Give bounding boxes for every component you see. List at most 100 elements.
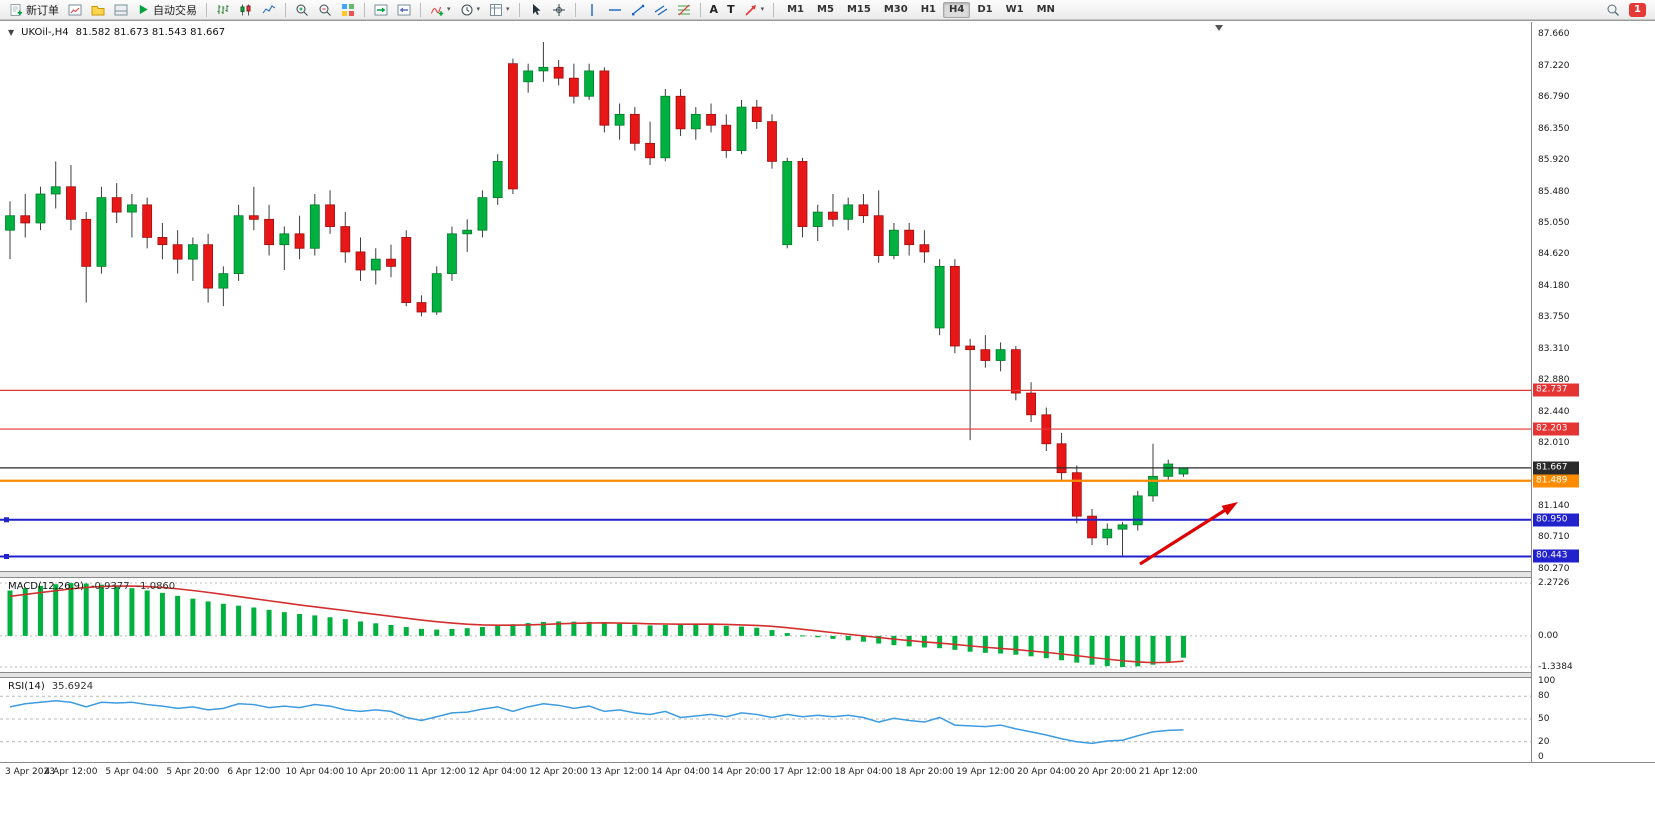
timeframe-m30[interactable]: M30	[878, 2, 914, 18]
auto-scroll-icon	[374, 4, 388, 15]
price-tag-81.667: 81.667	[1533, 461, 1579, 475]
chart-shift-icon	[397, 4, 411, 15]
line-chart-type-button[interactable]	[258, 1, 280, 18]
text-tool-icon: A	[709, 3, 719, 16]
rsi-tick: 0	[1538, 752, 1544, 762]
fibonacci-tool-button[interactable]	[673, 1, 695, 18]
time-label: 14 Apr 04:00	[651, 767, 710, 777]
text-tool-button[interactable]: A	[706, 1, 723, 18]
price-tick: 85.920	[1538, 154, 1570, 165]
cursor-tool-button[interactable]	[525, 1, 547, 18]
time-axis[interactable]: 3 Apr 2023 4 Apr 12:00 5 Apr 04:00 5 Apr 20…	[0, 762, 1655, 784]
templates-button[interactable]: ▾	[485, 1, 514, 18]
rsi-indicator-pane[interactable]	[0, 678, 1531, 762]
chart-shift-button[interactable]	[393, 1, 415, 18]
trendline-tool-button[interactable]	[627, 1, 649, 18]
price-tick: 80.710	[1538, 532, 1570, 543]
main-chart-pane[interactable]	[0, 22, 1531, 571]
price-tag-81.489: 81.489	[1533, 474, 1579, 488]
timeframe-mn[interactable]: MN	[1031, 2, 1061, 18]
profiles-button[interactable]	[87, 1, 109, 18]
trend-arrow-annotation[interactable]	[1139, 502, 1238, 566]
symbol-search-button[interactable]	[1602, 1, 1624, 18]
zoom-in-button[interactable]	[291, 1, 313, 18]
price-tick: 87.220	[1538, 60, 1570, 71]
price-tick: 86.790	[1538, 91, 1570, 102]
price-tag-80.443: 80.443	[1533, 549, 1579, 563]
zoom-out-button[interactable]	[314, 1, 336, 18]
toolbar-separator	[574, 2, 576, 17]
time-label: 10 Apr 04:00	[285, 767, 345, 777]
clock-icon	[461, 4, 473, 15]
chart-shift-marker[interactable]	[1215, 25, 1223, 31]
price-tick: 82.880	[1538, 375, 1570, 386]
rsi-label: RSI(14) 35.6924	[8, 681, 93, 692]
price-axis[interactable]: 87.660 87.220 86.790 86.350 85.920 85.480 85.0…	[1531, 22, 1655, 762]
text-label-tool-icon: T	[727, 3, 735, 16]
vertical-line-tool-button[interactable]	[581, 1, 603, 18]
timeframe-m1[interactable]: M1	[781, 2, 810, 18]
price-tick: 80.270	[1538, 564, 1570, 574]
timeframe-m5[interactable]: M5	[811, 2, 840, 18]
time-label: 11 Apr 12:00	[407, 767, 467, 777]
pane-splitter[interactable]	[0, 571, 1655, 578]
chart-collapse-icon[interactable]: ▼	[8, 28, 15, 37]
time-label: 17 Apr 12:00	[773, 767, 832, 777]
terminal-button[interactable]	[110, 1, 132, 18]
time-label: 20 Apr 20:00	[1077, 767, 1137, 777]
rsi-tick: 50	[1538, 714, 1550, 724]
crosshair-tool-button[interactable]	[548, 1, 570, 18]
new-chart-button[interactable]	[64, 1, 86, 18]
macd-tick: 0.00	[1538, 630, 1559, 641]
macd-indicator-pane[interactable]	[0, 578, 1531, 672]
time-label: 10 Apr 20:00	[346, 767, 406, 777]
tile-windows-icon	[342, 3, 354, 16]
pane-splitter[interactable]	[0, 672, 1655, 678]
price-tag-80.950: 80.950	[1533, 513, 1579, 527]
price-tag-82.737: 82.737	[1533, 383, 1579, 397]
rsi-tick: 100	[1538, 676, 1556, 686]
indicators-icon	[431, 6, 444, 16]
chart-ohlc-values: 81.582 81.673 81.543 81.667	[75, 27, 226, 38]
fibonacci-icon	[677, 4, 690, 15]
vertical-line-icon	[590, 3, 593, 16]
timeframe-h4[interactable]: H4	[943, 1, 971, 18]
toolbar-separator	[364, 2, 365, 17]
timeframe-d1[interactable]: D1	[971, 2, 998, 18]
tile-windows-button[interactable]	[337, 1, 359, 18]
arrows-tool-button[interactable]: ▾	[740, 1, 769, 18]
time-label: 3 Apr 2023	[5, 767, 55, 777]
candlestick-chart-type-button[interactable]	[235, 1, 257, 18]
channel-tool-button[interactable]	[650, 1, 672, 18]
price-tick: 81.140	[1538, 501, 1570, 512]
timeframe-w1[interactable]: W1	[1000, 2, 1030, 18]
search-icon	[1607, 4, 1620, 16]
indicators-button[interactable]: ▾	[426, 1, 455, 18]
new-order-button[interactable]: 新订单	[5, 1, 63, 18]
auto-scroll-button[interactable]	[370, 1, 392, 18]
chart-symbol-period: UKOil-,H4	[21, 27, 69, 38]
price-tick: 84.620	[1538, 249, 1570, 260]
text-label-tool-button[interactable]: T	[723, 1, 739, 18]
timeframe-m15[interactable]: M15	[841, 2, 877, 18]
periods-button[interactable]: ▾	[456, 1, 485, 18]
price-tick: 84.180	[1538, 280, 1570, 291]
price-tick: 86.350	[1538, 123, 1570, 134]
time-label: 19 Apr 12:00	[956, 767, 1015, 777]
time-label: 21 Apr 12:00	[1138, 767, 1198, 777]
bar-chart-type-button[interactable]	[212, 1, 234, 18]
trendline-icon	[631, 4, 644, 15]
toolbar-separator	[699, 2, 701, 17]
timeframe-buttons: M1 M5 M15 M30 H1 H4 D1 W1 MN	[781, 1, 1061, 18]
horizontal-line-tool-button[interactable]	[604, 1, 626, 18]
auto-trading-button[interactable]: 自动交易	[133, 1, 201, 18]
notification-badge[interactable]: 1	[1629, 2, 1646, 17]
time-label: 12 Apr 20:00	[529, 767, 588, 777]
timeframe-h1[interactable]: H1	[915, 2, 942, 18]
arrow-shape-icon	[745, 4, 756, 16]
toolbar-separator	[773, 2, 775, 17]
macd-value-signal: -1.0860	[136, 581, 176, 592]
price-tick: 87.660	[1538, 29, 1570, 39]
macd-signal-line	[9, 585, 1184, 664]
